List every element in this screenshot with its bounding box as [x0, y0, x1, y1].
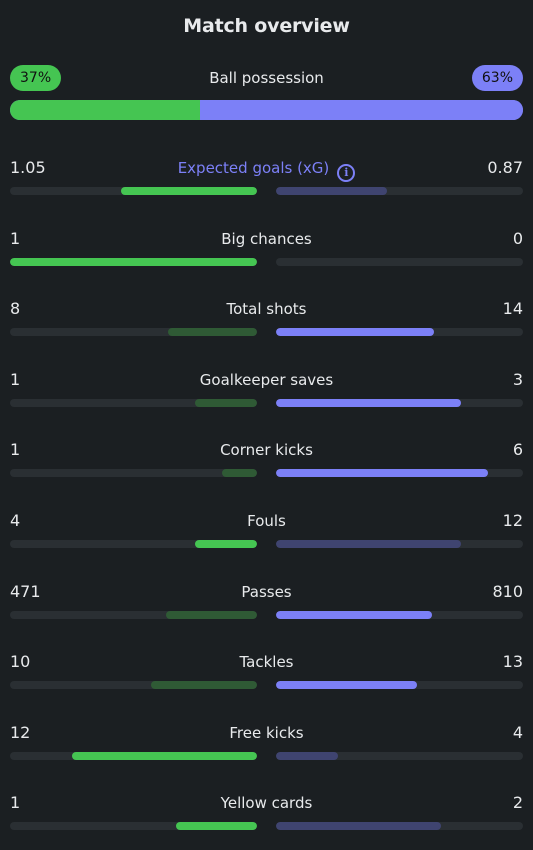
stat-label[interactable]: Expected goals (xG) i: [10, 157, 523, 182]
stat-home-fill: [121, 187, 257, 195]
stat-away-value: 0: [512, 229, 523, 248]
stat-away-value: 6: [512, 440, 523, 459]
stat-away-track: [276, 540, 523, 548]
info-icon[interactable]: i: [337, 164, 356, 182]
stat-away-fill: [276, 681, 417, 689]
stat-row: 1 Goalkeeper saves 3: [10, 369, 523, 409]
stat-home-value: 1: [10, 440, 21, 459]
stat-label: Free kicks: [10, 722, 523, 744]
possession-label: Ball possession: [209, 69, 324, 87]
stat-label-text: Total shots: [226, 300, 307, 318]
stat-label: Goalkeeper saves: [10, 369, 523, 391]
stat-label-text: Goalkeeper saves: [199, 371, 334, 389]
stat-label: Corner kicks: [10, 439, 523, 461]
stat-away-fill: [276, 187, 388, 195]
stat-home-track: [10, 469, 257, 477]
stat-row: 8 Total shots 14: [10, 298, 523, 338]
stat-home-track: [10, 258, 257, 266]
stat-row: 1 Yellow cards 2: [10, 792, 523, 832]
stat-home-fill: [168, 328, 257, 336]
stat-home-value: 10: [10, 652, 31, 671]
stat-away-value: 2: [512, 793, 523, 812]
possession-away-fill: [199, 100, 523, 120]
stat-away-value: 13: [502, 652, 523, 671]
possession-away-badge: 63%: [471, 65, 523, 91]
stat-home-fill: [10, 258, 257, 266]
stat-away-value: 4: [512, 723, 523, 742]
stat-row: 12 Free kicks 4: [10, 722, 523, 762]
stat-away-value: 810: [492, 582, 523, 601]
stat-home-fill: [165, 611, 257, 619]
stat-row: 1 Corner kicks 6: [10, 439, 523, 479]
stat-home-track: [10, 611, 257, 619]
stat-away-fill: [276, 822, 442, 830]
stat-away-value: 3: [512, 370, 523, 389]
stat-home-value: 1.05: [10, 158, 46, 177]
stat-home-fill: [195, 399, 257, 407]
stat-label: Big chances: [10, 228, 523, 250]
stat-label-text: Free kicks: [229, 724, 304, 742]
stat-home-value: 471: [10, 582, 41, 601]
stat-row: 4 Fouls 12: [10, 510, 523, 550]
stat-away-fill: [276, 611, 432, 619]
stat-home-track: [10, 187, 257, 195]
stat-label-text: Yellow cards: [220, 794, 313, 812]
stat-label: Yellow cards: [10, 792, 523, 814]
stat-home-value: 12: [10, 723, 31, 742]
stat-away-track: [276, 328, 523, 336]
stat-label-text: Passes: [241, 583, 292, 601]
stat-home-fill: [71, 752, 257, 760]
stat-label: Fouls: [10, 510, 523, 532]
stat-away-track: [276, 681, 523, 689]
stat-away-track: [276, 752, 523, 760]
stat-away-fill: [276, 752, 338, 760]
stat-away-track: [276, 258, 523, 266]
stat-home-fill: [175, 822, 257, 830]
stat-row: 1.05 Expected goals (xG) i 0.87: [10, 157, 523, 197]
stat-home-value: 1: [10, 229, 21, 248]
possession-header: 37% Ball possession 63%: [10, 65, 523, 91]
stat-home-value: 8: [10, 299, 21, 318]
stat-away-fill: [276, 469, 489, 477]
stat-home-fill: [195, 540, 257, 548]
stat-home-track: [10, 681, 257, 689]
stat-label-text: Tackles: [239, 653, 294, 671]
stat-away-value: 12: [502, 511, 523, 530]
stat-away-track: [276, 822, 523, 830]
stat-home-value: 4: [10, 511, 21, 530]
stat-row: 1 Big chances 0: [10, 228, 523, 268]
stat-home-track: [10, 822, 257, 830]
stat-label-text: Fouls: [247, 512, 286, 530]
stat-row: 471 Passes 810: [10, 581, 523, 621]
stat-label-text: Corner kicks: [220, 441, 313, 459]
stat-label: Tackles: [10, 651, 523, 673]
stat-home-track: [10, 540, 257, 548]
stat-home-value: 1: [10, 793, 21, 812]
stat-away-value: 14: [502, 299, 523, 318]
stat-home-track: [10, 752, 257, 760]
stat-away-fill: [276, 399, 462, 407]
stat-home-fill: [222, 469, 257, 477]
stat-away-track: [276, 399, 523, 407]
stat-away-track: [276, 469, 523, 477]
possession-bar: [10, 100, 523, 120]
stat-label-text: Big chances: [221, 230, 312, 248]
stat-away-fill: [276, 328, 435, 336]
stat-home-fill: [150, 681, 257, 689]
possession-home-badge: 37%: [10, 65, 62, 91]
stat-label: Passes: [10, 581, 523, 603]
stat-label: Total shots: [10, 298, 523, 320]
stat-row: 10 Tackles 13: [10, 651, 523, 691]
stat-away-track: [276, 187, 523, 195]
stat-label-text: Expected goals (xG): [177, 159, 330, 177]
stat-away-track: [276, 611, 523, 619]
stat-home-track: [10, 328, 257, 336]
stat-home-value: 1: [10, 370, 21, 389]
stat-home-track: [10, 399, 257, 407]
possession-home-fill: [10, 100, 200, 120]
stat-away-value: 0.87: [487, 158, 523, 177]
page-title: Match overview: [183, 15, 350, 37]
stat-away-fill: [276, 540, 462, 548]
